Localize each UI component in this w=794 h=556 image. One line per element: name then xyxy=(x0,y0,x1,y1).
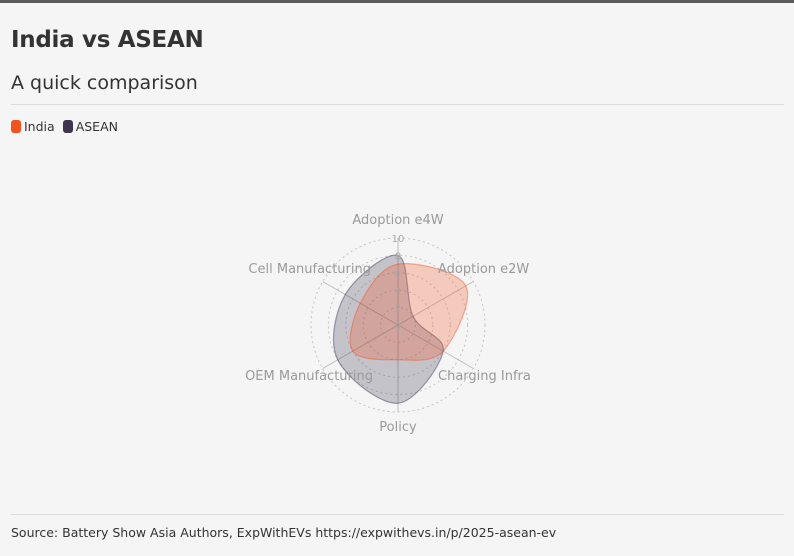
grid-ring-8 xyxy=(327,254,469,396)
tick-label-8: 8 xyxy=(395,251,401,262)
top-border xyxy=(0,0,794,3)
radar-grid xyxy=(310,237,486,413)
legend-swatch-asean xyxy=(62,120,73,133)
tick-label-0: 0 xyxy=(395,321,401,332)
axis-label-adoption-e2w: Adoption e2W xyxy=(438,262,529,277)
tick-label-6: 6 xyxy=(395,269,401,280)
series-area-india xyxy=(349,263,468,361)
legend: India ASEAN xyxy=(11,119,126,134)
axis-label-adoption-e4w: Adoption e4W xyxy=(352,213,443,228)
tick-label-10: 10 xyxy=(392,234,405,245)
source-note: Source: Battery Show Asia Authors, ExpWi… xyxy=(11,525,557,540)
legend-item-asean[interactable]: ASEAN xyxy=(62,119,118,134)
grid-ring-4 xyxy=(362,289,434,361)
axis-label-policy: Policy xyxy=(379,420,417,435)
chart-title: India vs ASEAN xyxy=(11,27,204,53)
axis-spoke-5 xyxy=(322,281,399,326)
chart-subtitle: A quick comparison xyxy=(11,72,198,94)
axis-label-oem-manufacturing: OEM Manufacturing xyxy=(245,369,373,384)
radar-series xyxy=(332,254,468,404)
footer-divider xyxy=(11,514,784,515)
tick-label-2: 2 xyxy=(395,304,401,315)
axis-spoke-1 xyxy=(397,281,474,326)
header-divider xyxy=(11,104,784,105)
tick-label-4: 4 xyxy=(395,286,401,297)
axis-label-cell-manufacturing: Cell Manufacturing xyxy=(248,262,371,277)
legend-label-india: India xyxy=(24,119,55,134)
legend-item-india[interactable]: India xyxy=(11,119,55,134)
series-area-asean xyxy=(332,254,444,404)
radar-labels: 0 2 4 6 8 10 Adoption e4W Adoption e2W Charging … xyxy=(245,213,531,435)
axis-spoke-4 xyxy=(322,324,399,369)
axis-spoke-2 xyxy=(397,324,474,369)
axis-label-charging-infra: Charging Infra xyxy=(438,369,531,384)
legend-swatch-india xyxy=(11,120,21,133)
legend-label-asean: ASEAN xyxy=(75,119,118,134)
